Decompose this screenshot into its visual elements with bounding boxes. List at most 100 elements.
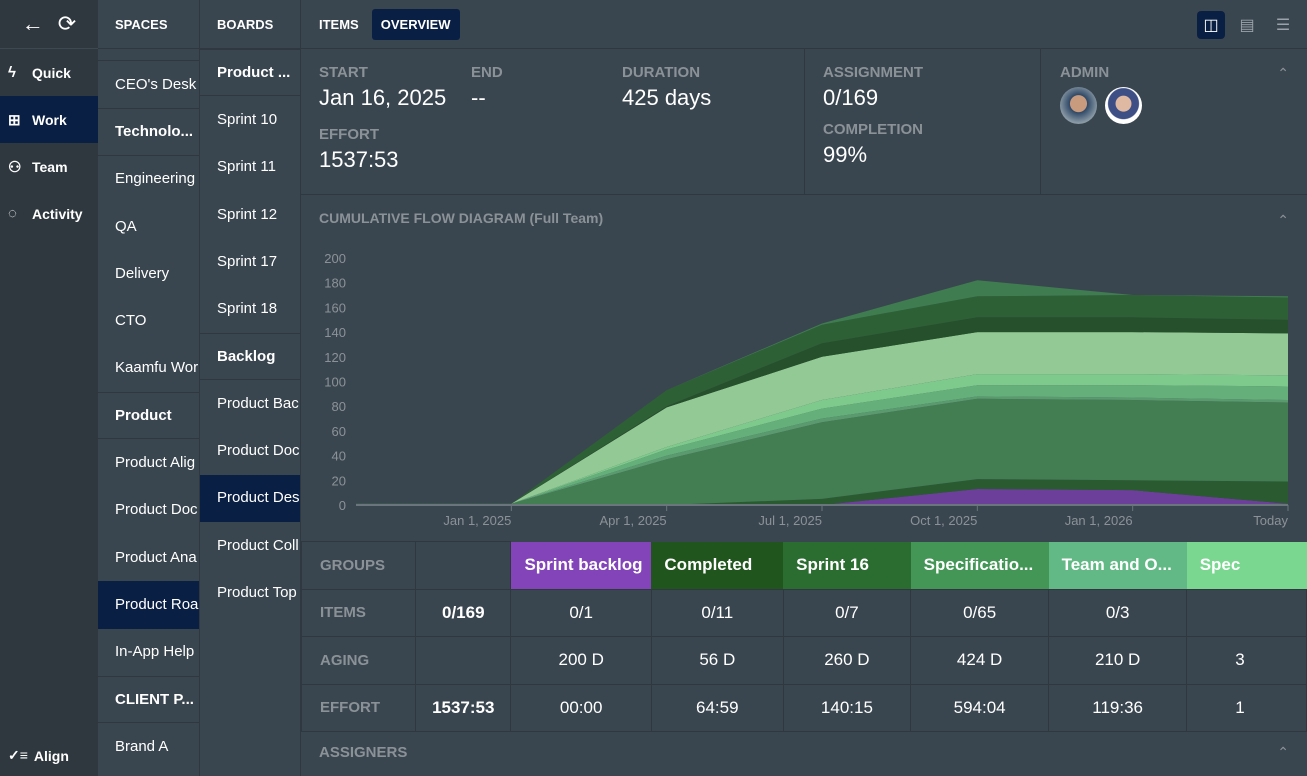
effort-cell: 594:04 — [910, 683, 1050, 732]
main-nav: ← ⟳ ϟ Quick ⊞ Work ⚇ Team ◌ Activity ✓≡ Align — [0, 0, 98, 776]
tab-items[interactable]: ITEMS — [319, 16, 359, 32]
history-icon[interactable]: ⟳ — [57, 11, 77, 36]
avatar[interactable] — [1105, 87, 1142, 124]
assignment: 0/169 — [823, 85, 879, 110]
items-cell: 0/7 — [782, 588, 912, 637]
layout-view-icon[interactable]: ◫ — [1197, 11, 1225, 39]
group-header[interactable]: Completed — [651, 541, 784, 589]
boards-item[interactable]: Product Coll — [217, 536, 299, 554]
y-tick-label: 80 — [332, 399, 346, 414]
collapse-chevron-icon[interactable]: ⌃ — [1277, 744, 1289, 760]
spaces-panel: SPACES CEO's Desk Technolo... Engineering Q… — [98, 0, 200, 776]
items-cell: 0/65 — [910, 588, 1050, 637]
boards-item[interactable]: Backlog — [200, 332, 300, 381]
boards-item[interactable]: Product ... — [200, 49, 300, 97]
nav-item-activity[interactable]: ◌ Activity — [8, 205, 83, 222]
effort-cell: 119:36 — [1048, 683, 1188, 732]
aging-cell: 424 D — [910, 636, 1050, 685]
group-header[interactable]: Specificatio... — [910, 541, 1049, 589]
boards-item[interactable]: Product Top — [217, 583, 297, 601]
x-tick-label: Jan 1, 2026 — [1065, 513, 1133, 528]
spaces-item[interactable]: Brand A — [115, 737, 169, 755]
group-header[interactable]: Sprint backlog — [510, 541, 652, 589]
team-icon: ⚇ — [8, 158, 22, 176]
spaces-item[interactable]: Engineering — [115, 170, 196, 188]
nav-item-quick[interactable]: ϟ Quick — [8, 64, 71, 81]
start-date: Jan 16, 2025 — [319, 85, 447, 110]
spaces-item[interactable]: Delivery — [115, 264, 170, 282]
spaces-item[interactable]: Product Alig — [115, 454, 196, 472]
x-tick-label: Apr 1, 2025 — [599, 513, 666, 528]
boards-item[interactable]: Sprint 11 — [217, 158, 276, 176]
boards-item[interactable]: Product Doc — [217, 442, 300, 460]
items-cell: 0/1 — [510, 588, 652, 637]
group-header[interactable]: Team and O... — [1048, 541, 1187, 589]
back-arrow-icon[interactable]: ← — [21, 11, 44, 36]
aging-cell: 56 D — [650, 636, 784, 685]
kanban-view-icon[interactable]: ▤ — [1239, 17, 1255, 34]
x-tick-label: Jul 1, 2025 — [758, 513, 822, 528]
y-tick-label: 0 — [339, 498, 346, 513]
spaces-item[interactable]: Kaamfu Wor — [115, 359, 199, 377]
items-cell: 0/11 — [650, 588, 784, 637]
flow-area-8 — [356, 295, 1288, 504]
collapse-chevron-icon[interactable]: ⌃ — [1277, 65, 1289, 81]
cumulative-flow-chart: 0 20 40 60 80 100 120 140 160 180 200 Jan 1, 2025 Ap… — [324, 251, 1289, 528]
spaces-item[interactable]: Product Ana — [115, 548, 197, 566]
x-tick-label: Today — [1253, 513, 1288, 528]
effort-cell: 1 — [1186, 683, 1307, 732]
boards-item[interactable]: Product Bac — [217, 394, 299, 412]
aging-cell: 210 D — [1048, 636, 1188, 685]
items-cell: 0/3 — [1048, 588, 1188, 637]
x-tick-label: Jan 1, 2025 — [443, 513, 511, 528]
spaces-item[interactable]: CTO — [115, 312, 147, 330]
nav-item-align[interactable]: ✓≡ Align — [8, 747, 69, 764]
y-tick-label: 100 — [324, 375, 346, 390]
boards-item[interactable]: Sprint 10 — [217, 110, 278, 128]
groups-table: GROUPS Sprint backlog Completed Sprint 16 Sp… — [300, 541, 1307, 732]
flow-area-4 — [356, 385, 1288, 504]
x-tick-label: Oct 1, 2025 — [910, 513, 977, 528]
completion: 99% — [823, 142, 868, 167]
spaces-item[interactable]: In-App Help — [115, 643, 195, 661]
y-tick-label: 200 — [324, 251, 346, 266]
nav-item-work[interactable]: ⊞ Work — [0, 96, 98, 143]
y-tick-label: 180 — [324, 276, 346, 291]
spaces-item[interactable]: Product — [98, 392, 199, 440]
avatar[interactable] — [1060, 87, 1097, 124]
effort-cell: 140:15 — [782, 683, 912, 732]
duration: 425 days — [622, 85, 712, 110]
effort: 1537:53 — [319, 147, 399, 172]
group-header[interactable]: Spec — [1186, 541, 1307, 589]
table-row: EFFORT 1537:53 00:00 64:59 140:15 594:04 119:3… — [300, 683, 1307, 732]
boards-item[interactable]: Product Des — [200, 474, 300, 522]
y-tick-label: 20 — [332, 473, 346, 488]
effort-cell: 00:00 — [510, 683, 652, 732]
y-tick-label: 140 — [324, 325, 346, 340]
aging-cell: 260 D — [782, 636, 912, 685]
boards-item[interactable]: Sprint 17 — [217, 252, 278, 270]
spaces-item[interactable]: Product Doc — [115, 501, 198, 519]
assigners-label: ASSIGNERS — [319, 744, 408, 761]
spaces-item[interactable]: Technolo... — [98, 108, 199, 156]
spaces-item[interactable]: CEO's Desk — [115, 75, 197, 93]
tab-overview[interactable]: OVERVIEW — [371, 8, 460, 40]
spaces-item[interactable]: Product Roa — [98, 581, 199, 629]
collapse-chevron-icon[interactable]: ⌃ — [1277, 212, 1289, 228]
nav-item-team[interactable]: ⚇ Team — [8, 158, 68, 176]
flow-area-2 — [356, 398, 1288, 505]
end-date: -- — [471, 85, 486, 110]
boards-item[interactable]: Sprint 12 — [217, 205, 278, 223]
list-view-icon[interactable]: ☰ — [1275, 17, 1291, 34]
flow-area-7 — [356, 317, 1288, 504]
boards-item[interactable]: Sprint 18 — [217, 300, 278, 318]
group-header[interactable]: Sprint 16 — [783, 541, 911, 589]
spaces-item[interactable]: CLIENT P... — [98, 675, 199, 724]
checklist-icon: ✓≡ — [8, 747, 28, 763]
aging-cell: 200 D — [510, 636, 652, 685]
spaces-item[interactable]: QA — [115, 217, 137, 235]
stats-panel: START Jan 16, 2025 END -- DURATION 425 days… — [301, 49, 1307, 195]
flow-area-0 — [356, 488, 1288, 505]
y-tick-label: 60 — [332, 424, 346, 439]
